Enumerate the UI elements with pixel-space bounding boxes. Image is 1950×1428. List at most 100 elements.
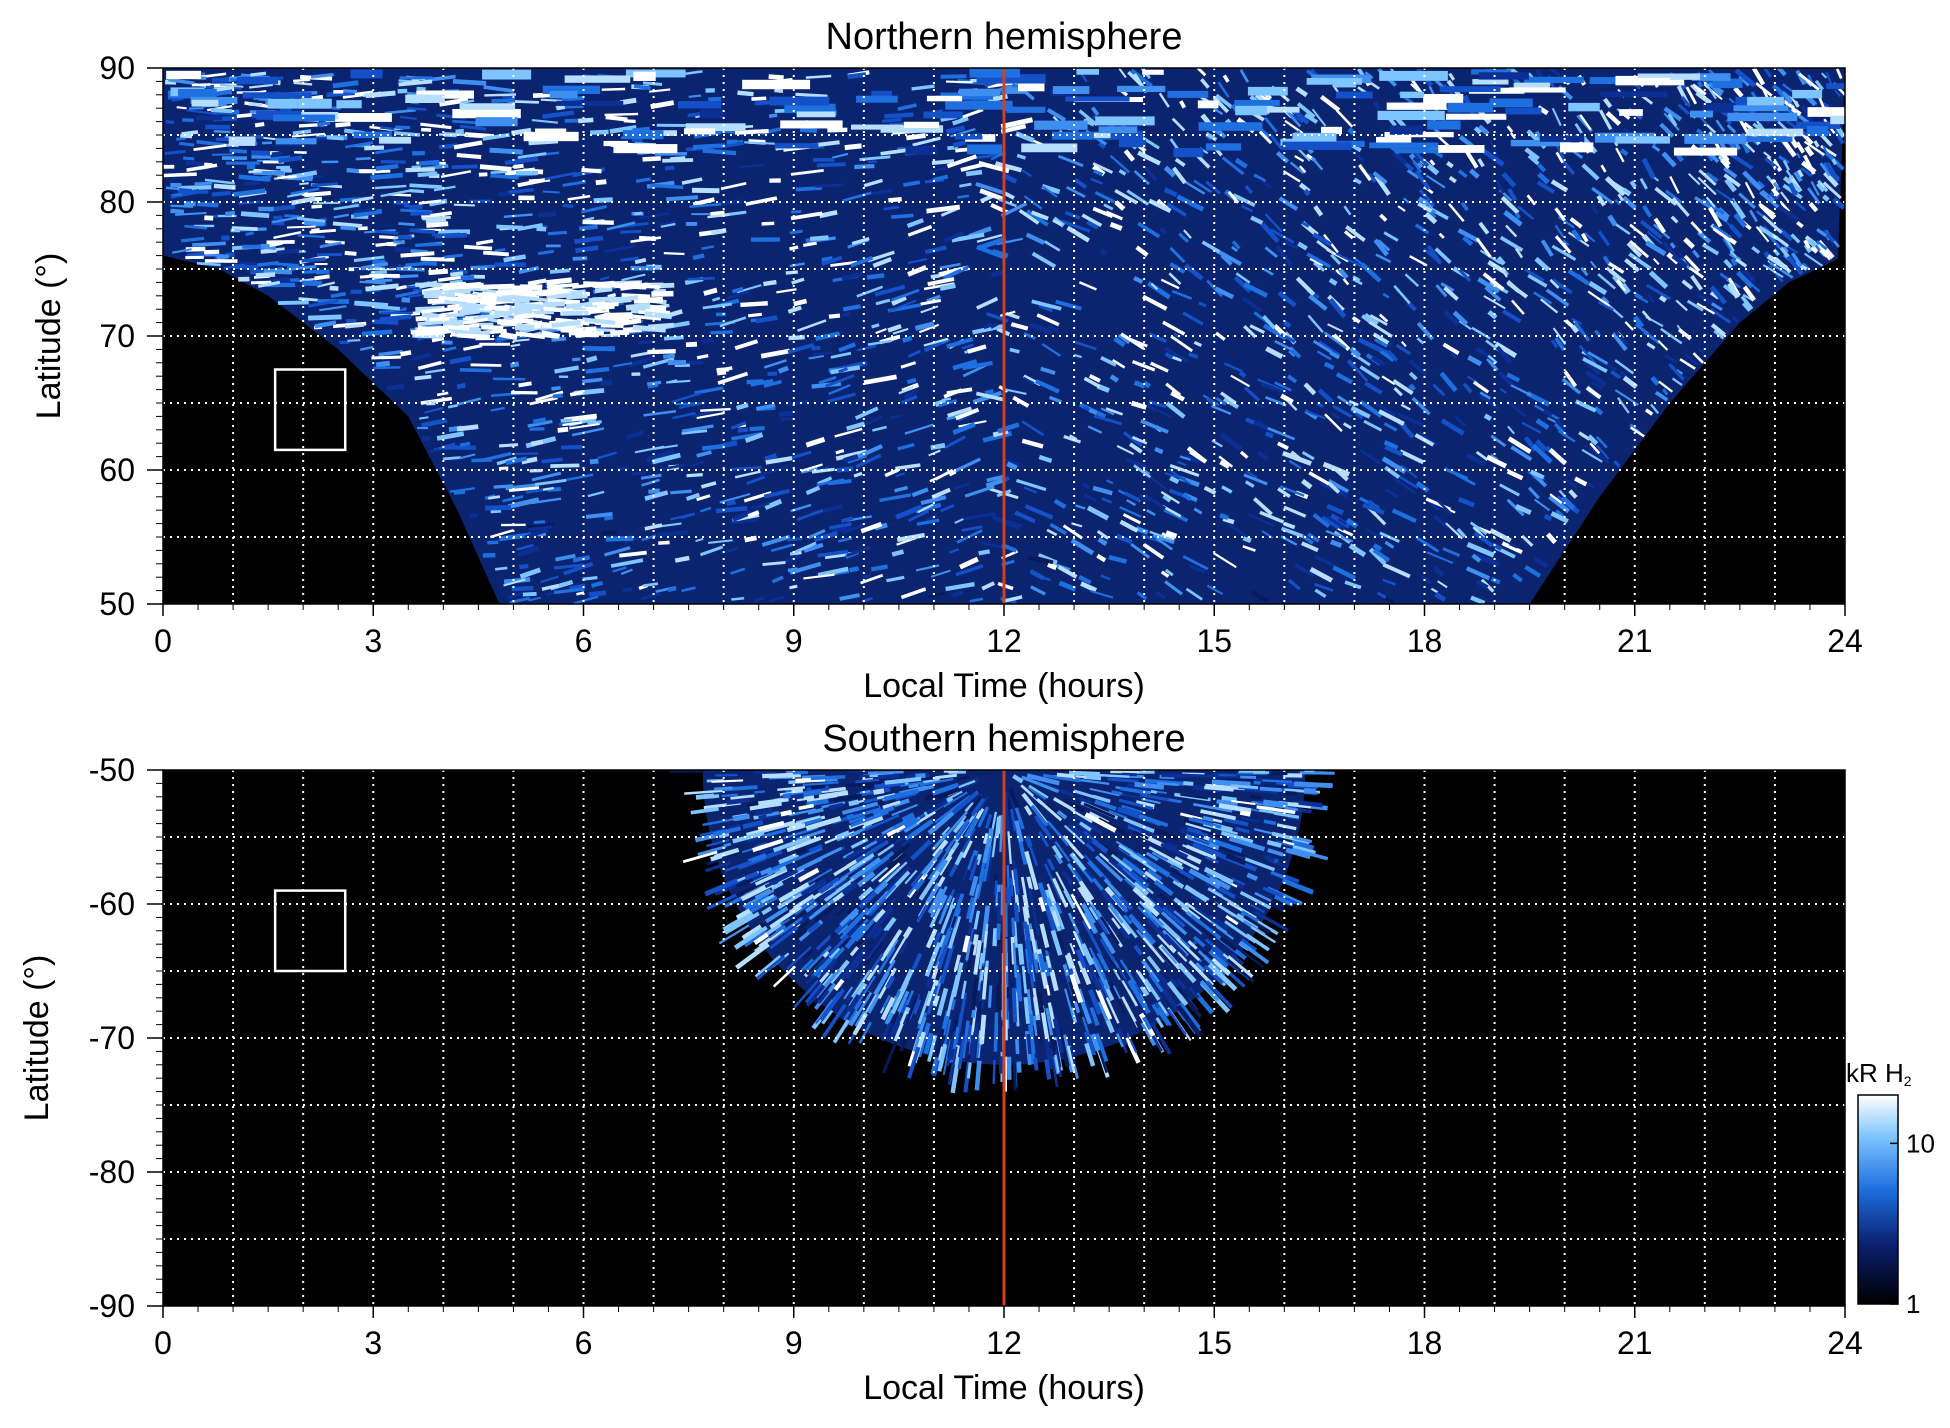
aurora-streak [882, 119, 901, 121]
aurora-streak [668, 588, 676, 590]
aurora-polar-band [1489, 99, 1532, 108]
aurora-streak [591, 583, 602, 586]
aurora-streak [583, 578, 598, 580]
aurora-streak [791, 211, 801, 212]
aurora-polar-band [1448, 103, 1493, 113]
aurora-streak [795, 94, 827, 96]
aurora-streak [361, 171, 391, 172]
aurora-streak [594, 200, 613, 201]
aurora-streak [796, 188, 822, 190]
aurora-streak [365, 286, 398, 289]
aurora-streak [164, 174, 197, 175]
aurora-streak [632, 473, 646, 474]
aurora-polar-band [1390, 126, 1423, 135]
aurora-streak [394, 242, 405, 243]
aurora-streak [375, 231, 398, 233]
x-tick-label: 12 [986, 1325, 1022, 1361]
aurora-polar-band [633, 72, 655, 81]
aurora-polar-band [742, 80, 810, 89]
aurora-streak [623, 589, 632, 590]
x-tick-label: 18 [1407, 1325, 1443, 1361]
aurora-streak [643, 83, 662, 85]
aurora-streak [335, 124, 350, 125]
aurora-streak [533, 420, 545, 422]
y-tick-label: -90 [89, 1288, 135, 1324]
aurora-streak [1161, 775, 1189, 776]
aurora-polar-band [1198, 100, 1219, 108]
aurora-streak [827, 130, 847, 131]
aurora-polar-band [192, 100, 219, 107]
aurora-streak [762, 223, 775, 224]
aurora-polar-band [1248, 87, 1288, 96]
aurora-streak [406, 169, 435, 170]
aurora-streak [1485, 416, 1491, 419]
aurora-streak [371, 357, 401, 358]
colorbar-gradient [1858, 1095, 1898, 1304]
aurora-streak [891, 215, 913, 217]
aurora-polar-band [1844, 134, 1865, 143]
aurora-polar-band [1369, 143, 1438, 149]
aurora-streak [953, 142, 965, 145]
aurora-streak [299, 299, 318, 301]
aurora-streak [491, 172, 507, 173]
aurora-streak [811, 777, 845, 778]
aurora-streak [187, 254, 205, 256]
aurora-cusp-streak [552, 322, 581, 325]
aurora-streak [372, 321, 398, 322]
aurora-streak [811, 786, 825, 787]
aurora-streak [606, 538, 634, 539]
aurora-polar-band [1509, 87, 1566, 92]
aurora-streak [405, 264, 423, 266]
aurora-streak [514, 166, 524, 167]
y-tick-label: 90 [99, 50, 135, 86]
aurora-streak [457, 385, 465, 387]
aurora-streak [1135, 784, 1164, 787]
aurora-polar-band [775, 143, 819, 148]
aurora-streak [573, 557, 590, 560]
aurora-streak [314, 276, 329, 278]
aurora-streak [280, 109, 291, 110]
aurora-polar-band [1119, 139, 1146, 147]
aurora-streak [495, 568, 507, 569]
aurora-streak [311, 229, 319, 230]
aurora-cusp-streak [610, 284, 628, 286]
aurora-streak [727, 800, 750, 803]
aurora-cusp-streak [443, 286, 465, 289]
aurora-streak [1304, 790, 1316, 791]
aurora-polar-band [1540, 135, 1585, 142]
aurora-streak [687, 475, 703, 476]
aurora-polar-band [905, 146, 937, 155]
aurora-streak [374, 307, 399, 309]
x-tick-label: 6 [575, 1325, 593, 1361]
aurora-streak [1016, 903, 1018, 922]
aurora-streak [693, 145, 725, 147]
aurora-streak [710, 332, 732, 333]
aurora-streak [604, 518, 612, 519]
aurora-streak [790, 231, 803, 233]
aurora-polar-band [678, 101, 721, 108]
aurora-streak [620, 231, 641, 232]
aurora-polar-band [856, 96, 898, 103]
x-tick-label: 9 [785, 623, 803, 659]
aurora-streak [995, 881, 996, 896]
aurora-streak [347, 340, 360, 341]
aurora-streak [456, 131, 464, 132]
aurora-streak [703, 340, 714, 342]
aurora-streak [347, 170, 360, 171]
aurora-polar-band [1282, 142, 1351, 150]
aurora-streak [470, 515, 478, 516]
aurora-streak [703, 150, 736, 153]
aurora-streak [702, 446, 725, 449]
aurora-polar-band [237, 77, 278, 85]
x-tick-label: 3 [364, 623, 382, 659]
aurora-streak [241, 214, 269, 216]
aurora-streak [429, 271, 448, 273]
aurora-streak [689, 96, 701, 97]
aurora-streak [553, 395, 563, 396]
aurora-streak [634, 213, 642, 214]
aurora-polar-band [196, 115, 222, 120]
aurora-polar-band [1018, 84, 1044, 92]
aurora-streak [745, 538, 757, 540]
aurora-streak [1545, 516, 1551, 519]
aurora-streak [409, 207, 423, 208]
